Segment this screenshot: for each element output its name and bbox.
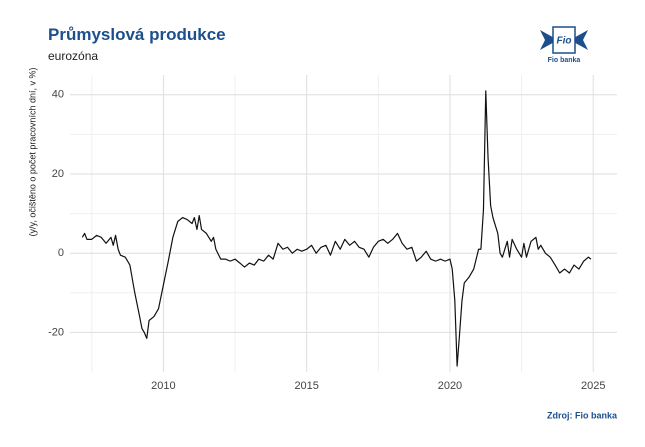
x-tick-label: 2010 bbox=[151, 380, 175, 392]
logo-mark: Fio bbox=[557, 36, 572, 47]
y-tick-label: 0 bbox=[58, 247, 64, 259]
logo-flag bbox=[570, 30, 588, 50]
x-tick-label: 2025 bbox=[581, 380, 605, 392]
chart-title: Průmyslová produkce bbox=[48, 25, 226, 44]
logo: Fio Fio banka bbox=[540, 26, 588, 64]
y-axis-label: (y/y, očištěno o počet pracovních dní, v… bbox=[27, 68, 37, 237]
x-tick-label: 2015 bbox=[294, 380, 318, 392]
x-tick-label: 2020 bbox=[438, 380, 462, 392]
line-series bbox=[81, 90, 592, 367]
logo-name: Fio banka bbox=[548, 57, 581, 64]
chart-subtitle: eurozóna bbox=[48, 49, 98, 63]
logo-flag bbox=[540, 30, 558, 50]
source: Zdroj: Fio banka bbox=[547, 410, 618, 420]
y-tick-label: 20 bbox=[52, 168, 64, 180]
logo-box bbox=[552, 26, 576, 54]
y-tick-label: -20 bbox=[48, 326, 64, 338]
y-tick-label: 40 bbox=[52, 89, 64, 101]
